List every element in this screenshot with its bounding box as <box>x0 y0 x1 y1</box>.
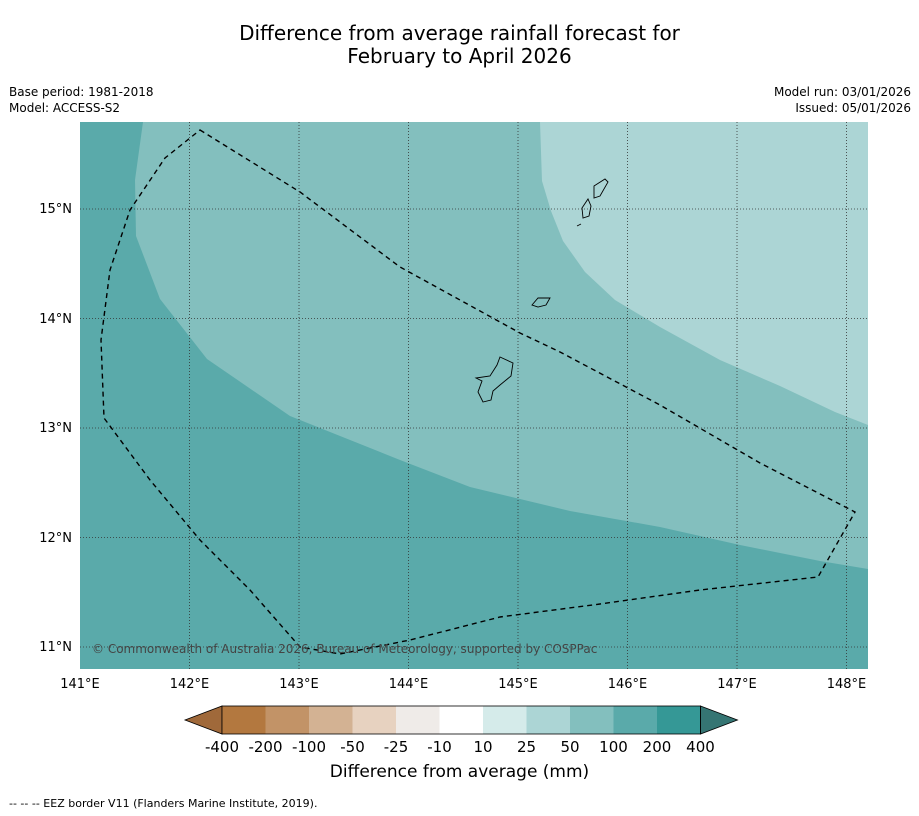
lon-tick-labels: 141°E 142°E 143°E 144°E 145°E 146°E 147°… <box>60 677 866 692</box>
meta-right: Model run: 03/01/2026 Issued: 05/01/2026 <box>774 84 911 116</box>
lat-tick-label: 12°N <box>39 531 72 546</box>
model-name: Model: ACCESS-S2 <box>9 101 121 115</box>
copyright-text: © Commonwealth of Australia 2026, Bureau… <box>92 642 597 656</box>
colorbar-label: -100 <box>291 738 327 756</box>
colorbar-segment <box>222 706 266 734</box>
colorbar-label: -400 <box>204 738 240 756</box>
colorbar-segment <box>396 706 440 734</box>
title-line-2: February to April 2026 <box>347 44 572 68</box>
colorbar-segment <box>570 706 614 734</box>
colorbar-label: 100 <box>599 738 628 756</box>
colorbar-extend-low <box>183 705 223 735</box>
colorbar-label: 25 <box>516 738 537 756</box>
lon-tick-label: 148°E <box>827 677 867 692</box>
colorbar-segment <box>439 706 483 734</box>
island-saipan <box>593 178 609 199</box>
colorbar-extend-high <box>700 705 739 735</box>
lon-tick-label: 144°E <box>389 677 429 692</box>
lon-tick-label: 147°E <box>717 677 757 692</box>
colorbar <box>183 705 739 735</box>
colorbar-border <box>221 705 701 735</box>
colorbar-label: 50 <box>560 738 580 756</box>
lon-tick-label: 142°E <box>170 677 210 692</box>
colorbar-label: 200 <box>642 738 672 756</box>
rainfall-band-50 <box>540 122 868 425</box>
colorbar-title: Difference from average (mm) <box>329 762 590 782</box>
colorbar-segment <box>613 706 657 734</box>
base-period: Base period: 1981-2018 <box>9 85 154 99</box>
island-guam <box>474 356 514 403</box>
lat-tick-label: 14°N <box>39 312 72 327</box>
model-run: Model run: 03/01/2026 <box>773 85 911 99</box>
colorbar-segment <box>483 706 527 734</box>
lon-gridlines <box>189 122 847 669</box>
colorbar-label: -10 <box>427 738 452 756</box>
island-aguijan <box>576 223 582 227</box>
footer-legend: -- -- -- EEZ border V11 (Flanders Marine… <box>9 797 318 810</box>
colorbar-segment <box>309 706 353 734</box>
lon-tick-label: 141°E <box>60 677 100 692</box>
lat-tick-label: 15°N <box>39 202 72 217</box>
chart-title: Difference from average rainfall forecas… <box>0 22 919 68</box>
colorbar-segment <box>352 706 396 734</box>
issued-date: Issued: 05/01/2026 <box>795 101 911 115</box>
lat-tick-label: 13°N <box>39 421 72 436</box>
colorbar-label: 10 <box>473 738 493 756</box>
colorbar-label: -25 <box>383 738 409 756</box>
island-rota <box>531 297 551 308</box>
title-line-1: Difference from average rainfall forecas… <box>239 21 680 45</box>
colorbar-segment <box>526 706 570 734</box>
lon-tick-label: 143°E <box>279 677 319 692</box>
colorbar-segment <box>265 706 309 734</box>
lon-tick-label: 146°E <box>608 677 648 692</box>
colorbar-label: -50 <box>340 738 365 756</box>
islands <box>474 178 609 403</box>
lon-tick-label: 145°E <box>498 677 538 692</box>
island-tinian <box>581 198 592 219</box>
colorbar-label: 400 <box>686 738 715 756</box>
lat-tick-label: 11°N <box>39 640 72 655</box>
lat-tick-labels: 15°N 14°N 13°N 12°N 11°N <box>39 202 72 655</box>
map-panel: © Commonwealth of Australia 2026, Bureau… <box>80 122 868 669</box>
eez-border <box>100 129 856 655</box>
meta-left: Base period: 1981-2018 Model: ACCESS-S2 <box>9 84 154 116</box>
colorbar-label: -200 <box>248 738 283 756</box>
colorbar-segment <box>657 706 701 734</box>
lat-gridlines <box>80 208 868 648</box>
